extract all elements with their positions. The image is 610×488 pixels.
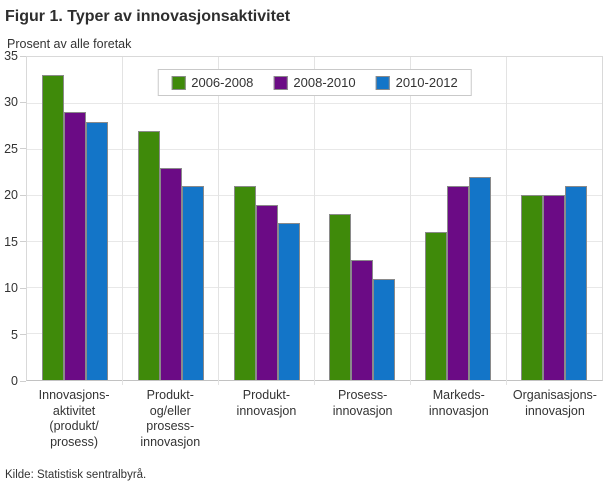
vertical-gridline — [505, 57, 507, 385]
x-category-label: Prosess- innovasjon — [332, 388, 393, 418]
bar-2010-2012 — [565, 186, 588, 380]
y-axis-tick-label: 0 — [11, 374, 18, 388]
vertical-gridline — [122, 57, 124, 385]
legend-swatch — [375, 75, 390, 90]
y-axis-tick-mark — [20, 148, 26, 150]
legend-item: 2008-2010 — [273, 75, 356, 90]
legend: 2006-2008 2008-2010 2010-2012 — [157, 69, 472, 96]
bar-2008-2010 — [63, 112, 86, 380]
y-axis-tick-label: 25 — [4, 141, 18, 156]
bar-2006-2008 — [425, 232, 448, 380]
bar-2006-2008 — [329, 213, 352, 380]
legend-label: 2006-2008 — [191, 75, 254, 90]
legend-swatch — [273, 75, 288, 90]
legend-label: 2008-2010 — [293, 75, 356, 90]
bar-2006-2008 — [233, 186, 256, 380]
vertical-gridline — [409, 57, 411, 385]
y-axis-unit-label: Prosent av alle foretak — [7, 37, 132, 51]
legend-swatch — [171, 75, 186, 90]
bar-group — [219, 57, 315, 380]
bar-2010-2012 — [469, 176, 492, 380]
bar-group — [27, 57, 123, 380]
y-axis-tick-label: 35 — [4, 49, 18, 63]
x-category-label: Produkt- innovasjon — [236, 388, 297, 418]
y-axis-tick-label: 15 — [4, 234, 18, 249]
x-category-label: Innovasjons- aktivitet (produkt/ prosess… — [38, 388, 110, 449]
y-axis-tick-mark — [20, 287, 26, 289]
y-axis-tick-mark — [20, 101, 26, 103]
bar-group — [123, 57, 219, 380]
y-axis-tick-label: 20 — [4, 188, 18, 203]
y-axis-tick-mark — [20, 334, 26, 336]
chart-title: Figur 1. Typer av innovasjonsaktivitet — [5, 8, 291, 25]
bar-2010-2012 — [373, 278, 396, 380]
source-note: Kilde: Statistisk sentralbyrå. — [5, 469, 147, 481]
bar-2010-2012 — [85, 121, 108, 380]
y-axis: 0 5 10 15 20 25 30 35 — [0, 49, 26, 388]
bar-2008-2010 — [351, 260, 374, 380]
bar-chart: 0 5 10 15 20 25 30 35 2006-2008 2008-2010 2010-20… — [0, 49, 603, 388]
x-axis-labels: Innovasjons- aktivitet (produkt/ prosess… — [26, 381, 603, 450]
vertical-gridline — [314, 57, 315, 385]
bar-group — [410, 57, 506, 380]
y-axis-tick-mark — [20, 55, 26, 57]
y-axis-tick-label: 30 — [4, 95, 18, 110]
bar-2010-2012 — [277, 223, 300, 380]
bar-2008-2010 — [447, 186, 470, 380]
bar-2010-2012 — [181, 186, 204, 380]
legend-item: 2006-2008 — [171, 75, 253, 90]
bar-group — [314, 57, 410, 380]
bar-groups — [27, 57, 602, 380]
legend-label: 2010-2012 — [395, 75, 458, 90]
bar-2006-2008 — [41, 75, 64, 380]
y-axis-tick-mark — [20, 194, 26, 196]
x-category-label: Markeds- innovasjon — [428, 388, 489, 418]
bar-2006-2008 — [137, 130, 160, 380]
legend-item: 2010-2012 — [375, 75, 458, 90]
x-category-label: Organisasjons- innovasjon — [512, 388, 597, 418]
y-axis-tick-mark — [20, 241, 26, 243]
vertical-gridline — [218, 57, 220, 385]
x-category-label: Produkt- og/eller prosess- innovasjon — [140, 388, 201, 449]
bar-2008-2010 — [159, 167, 182, 380]
y-axis-tick-label: 5 — [11, 327, 18, 342]
bar-group — [506, 57, 602, 380]
y-axis-tick-mark — [20, 380, 26, 382]
plot-area: 2006-2008 2008-2010 2010-2012 — [26, 56, 603, 385]
y-axis-tick-label: 10 — [4, 281, 18, 296]
bar-2006-2008 — [521, 195, 544, 380]
bar-2008-2010 — [543, 195, 566, 380]
bar-2008-2010 — [255, 204, 278, 380]
